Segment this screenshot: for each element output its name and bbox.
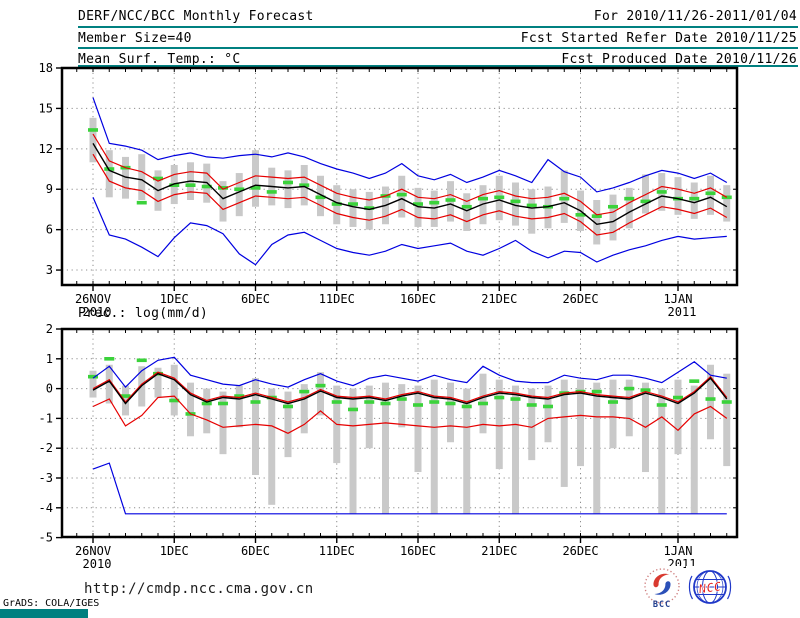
y-tick-label: -3 — [39, 471, 53, 485]
series-mean — [92, 143, 728, 226]
y-tick-label: 6 — [46, 223, 53, 237]
series-upper-blue — [92, 97, 728, 193]
minor-ticks — [76, 329, 728, 537]
ncc-wreath-left — [688, 575, 694, 600]
minor-ticks — [76, 68, 728, 285]
x-tick-label: 26NOV — [75, 544, 111, 558]
plot-frame — [60, 66, 739, 287]
grads-credit: GrADS: COLA/IGES — [3, 598, 100, 609]
series-lower-red — [92, 153, 728, 236]
series-upper-red — [92, 133, 728, 216]
status-bar-fragment — [0, 609, 88, 618]
header-row-2: Member Size=40 Fcst Started Refer Date 2… — [78, 31, 797, 46]
series-upper-blue — [92, 356, 727, 389]
refer-date-label: Fcst Started Refer Date 2010/11/25 — [520, 31, 797, 46]
bcc-logo-bg — [642, 566, 682, 612]
bcc-blue-swirl-icon — [654, 581, 671, 595]
x-tick-label: 21DEC — [481, 292, 517, 306]
y-tick-label: -4 — [39, 501, 53, 515]
y-tick-label: 0 — [46, 382, 53, 396]
x-tick-label: 1DEC — [160, 292, 189, 306]
produced-date-label: Fcst Produced Date 2010/11/26 — [561, 52, 797, 67]
header-row-3: Mean Surf. Temp.: °C Fcst Produced Date … — [78, 52, 797, 67]
ncc-wreath-right — [726, 575, 732, 600]
header-rule-1 — [78, 26, 798, 28]
ncc-logo-label: NCC — [697, 578, 723, 596]
x-tick-label: 11DEC — [319, 544, 355, 558]
temp-chart-title: Mean Surf. Temp.: °C — [78, 52, 241, 67]
header-rule-2 — [78, 47, 798, 49]
series-lower-blue — [92, 197, 727, 266]
y-tick-label: 9 — [46, 182, 53, 196]
bcc-red-swirl-icon — [653, 573, 670, 588]
series-lower-red — [92, 395, 728, 434]
x-tick-label: 1DEC — [160, 544, 189, 558]
header-rule-3 — [78, 65, 798, 67]
source-url-link[interactable]: http://cmdp.ncc.cma.gov.cn — [84, 581, 314, 597]
series-lower-blue — [92, 462, 727, 515]
bcc-logo-label: BCC — [653, 600, 671, 610]
x-tick-label: 6DEC — [241, 292, 270, 306]
x-tick-label: 16DEC — [400, 544, 436, 558]
x-year-label: 2010 — [83, 305, 112, 319]
x-tick-label: 1JAN — [664, 292, 693, 306]
header-row-1: DERF/NCC/BCC Monthly Forecast For 2010/1… — [78, 9, 797, 24]
x-tick-label: 21DEC — [481, 544, 517, 558]
forecast-period: For 2010/11/26-2011/01/04 — [593, 9, 797, 24]
x-tick-label: 26NOV — [75, 292, 111, 306]
x-year-label: 2010 — [83, 557, 112, 571]
x-year-label: 2011 — [668, 305, 697, 319]
y-tick-label: 18 — [39, 61, 53, 75]
x-tick-label: 26DEC — [562, 544, 598, 558]
bcc-logo: BCC — [642, 566, 682, 612]
page-title: DERF/NCC/BCC Monthly Forecast — [78, 9, 314, 24]
precip-chart-title: Prec.: log(mm/d) — [78, 306, 209, 321]
x-tick-label: 11DEC — [319, 292, 355, 306]
member-size-label: Member Size=40 — [78, 31, 192, 46]
bcc-ring-text — [644, 568, 680, 604]
x-tick-label: 1JAN — [664, 544, 693, 558]
y-tick-label: -5 — [39, 531, 53, 545]
y-tick-label: 1 — [46, 352, 53, 366]
series-upper-red — [92, 371, 728, 403]
gridlines — [62, 328, 737, 539]
x-tick-label: 26DEC — [562, 292, 598, 306]
y-tick-label: 2 — [46, 322, 53, 336]
y-tick-label: 15 — [39, 101, 53, 115]
ncc-logo: NCC — [686, 566, 734, 612]
x-tick-label: 16DEC — [400, 292, 436, 306]
y-tick-label: 12 — [39, 142, 53, 156]
y-tick-label: -1 — [39, 411, 53, 425]
y-tick-label: -2 — [39, 441, 53, 455]
x-tick-label: 6DEC — [241, 544, 270, 558]
series-mean — [92, 372, 728, 405]
y-tick-label: 3 — [46, 263, 53, 277]
plot-frame — [60, 327, 739, 539]
